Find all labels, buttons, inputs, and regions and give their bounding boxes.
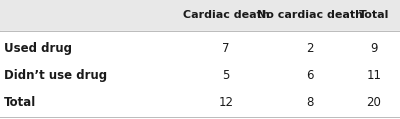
Text: 12: 12 [218,96,234,109]
Bar [0,0,400,31]
Text: No cardiac death: No cardiac death [257,10,363,20]
Text: Total: Total [4,96,36,109]
Text: 5: 5 [222,69,230,82]
Text: 2: 2 [306,42,314,55]
Text: 8: 8 [306,96,314,109]
Text: Total: Total [359,10,389,20]
Text: 7: 7 [222,42,230,55]
Text: 20: 20 [366,96,382,109]
Text: Cardiac death: Cardiac death [183,10,269,20]
Text: 6: 6 [306,69,314,82]
Text: Used drug: Used drug [4,42,72,55]
Text: Didn’t use drug: Didn’t use drug [4,69,107,82]
Text: 9: 9 [370,42,378,55]
Text: 11: 11 [366,69,382,82]
Bar [0,31,400,119]
